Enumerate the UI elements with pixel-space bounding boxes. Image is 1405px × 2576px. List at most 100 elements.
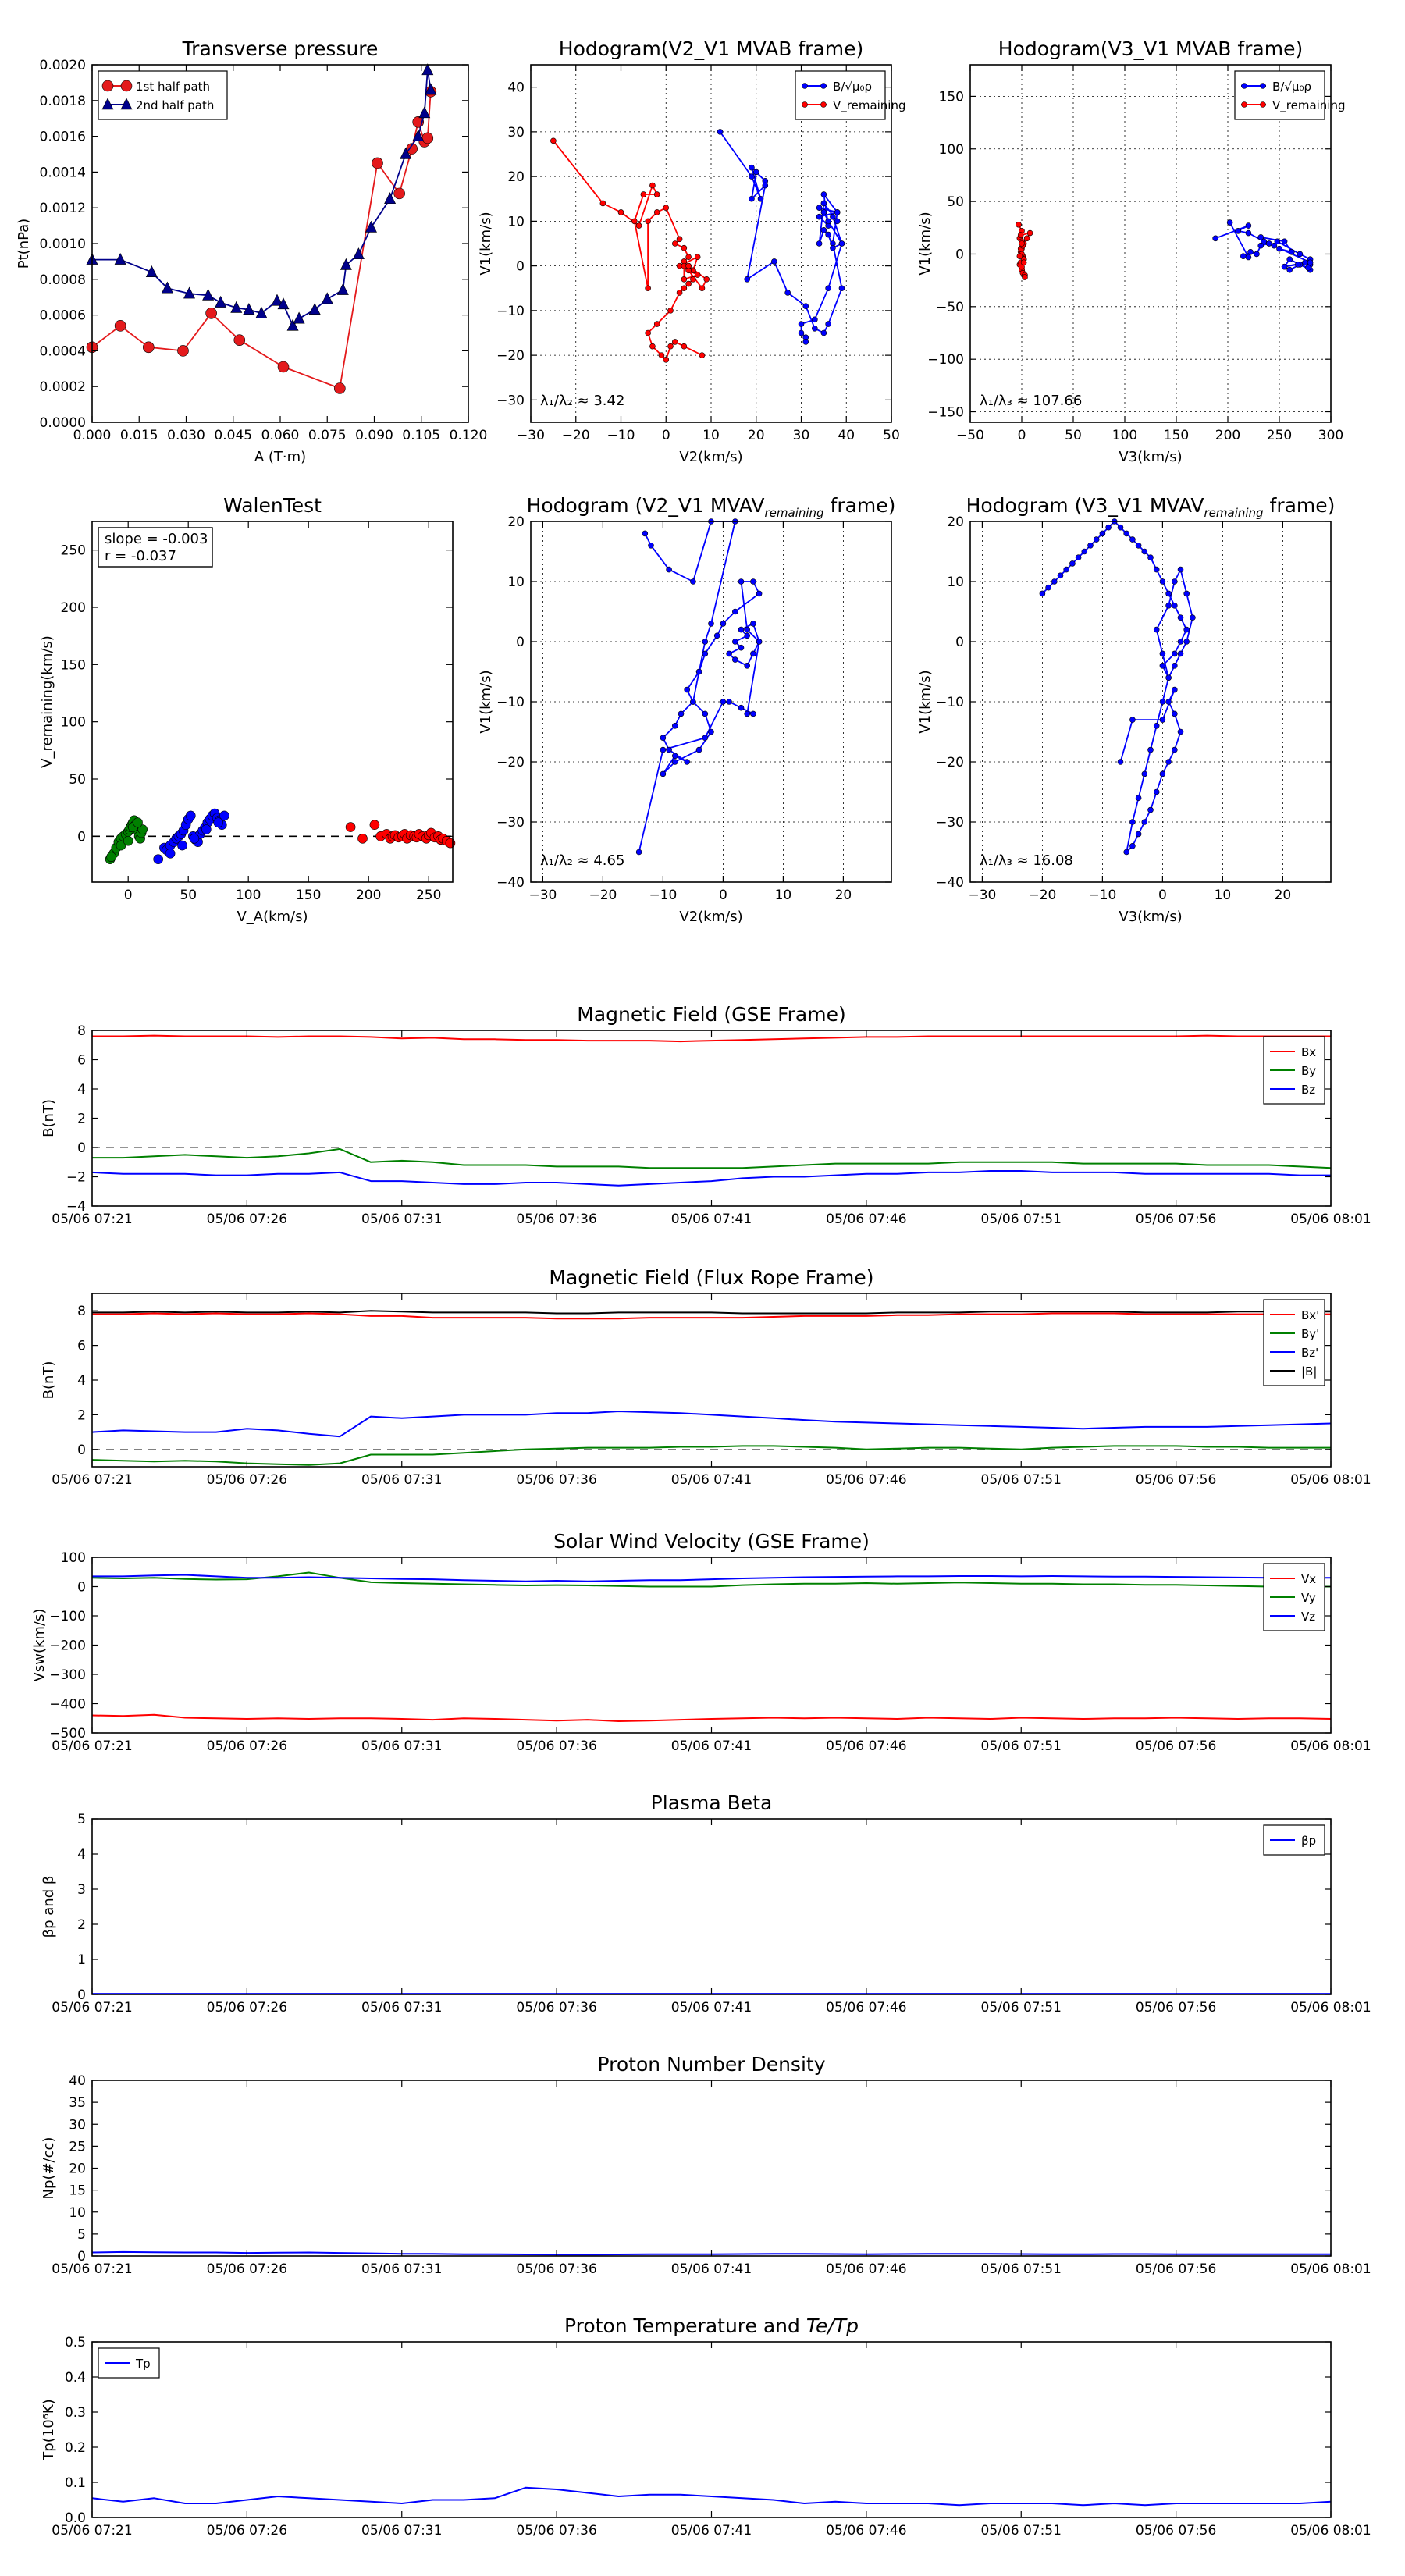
x-tick-label: 05/06 07:36 — [516, 1738, 596, 1754]
y-tick-label: 100 — [61, 715, 86, 731]
x-tick-label: 05/06 07:21 — [52, 1738, 132, 1754]
series-2 — [92, 1147, 1332, 1169]
x-tick-label: 05/06 07:31 — [361, 1212, 442, 1227]
series-line — [92, 1310, 1331, 1315]
data-point — [699, 285, 706, 292]
x-tick-label: 0 — [719, 888, 727, 903]
x-tick-label: 05/06 07:26 — [207, 2000, 287, 2016]
x-tick-label: 05/06 07:21 — [52, 2000, 132, 2016]
data-point — [1261, 238, 1267, 245]
series-2 — [1016, 221, 1033, 280]
data-point — [681, 343, 688, 350]
data-point — [153, 854, 163, 864]
data-point — [1190, 614, 1196, 621]
y-tick-label: 0 — [77, 1987, 86, 2003]
y-tick-label: 0.0020 — [40, 58, 86, 73]
y-tick-label: −4 — [66, 1199, 86, 1215]
chart-10: Plasma Beta 05/06 07:21 05/06 07:26 05/06 0… — [41, 1791, 1371, 2016]
x-tick-label: 05/06 07:36 — [516, 2261, 596, 2277]
data-point — [820, 227, 827, 233]
y-tick-label: −20 — [496, 755, 525, 770]
legend-label: By' — [1301, 1327, 1319, 1341]
y-tick-label: 40 — [507, 80, 525, 96]
data-point — [1022, 274, 1028, 280]
data-point — [334, 382, 346, 394]
x-tick-label: 05/06 07:36 — [516, 1472, 596, 1488]
data-point — [702, 710, 709, 717]
data-point — [1147, 806, 1154, 813]
y-tick-label: 0 — [77, 829, 86, 845]
data-point — [816, 240, 823, 247]
data-point — [676, 236, 683, 243]
x-tick-label: 150 — [296, 888, 321, 903]
data-point — [422, 63, 434, 76]
legend-label: Bx — [1301, 1045, 1316, 1059]
x-tick-label: 250 — [1267, 428, 1292, 443]
data-point — [183, 286, 196, 299]
data-point — [1165, 674, 1172, 681]
data-point — [702, 650, 709, 657]
data-point — [189, 833, 200, 844]
y-tick-label: 40 — [69, 2073, 86, 2089]
data-point — [731, 656, 738, 663]
legend-label: Vx — [1301, 1572, 1316, 1586]
data-point — [1177, 650, 1184, 657]
data-point — [365, 220, 377, 233]
series-1 — [717, 129, 845, 345]
data-point — [1087, 542, 1094, 549]
x-tick-label: 40 — [838, 428, 855, 443]
data-point — [550, 137, 557, 144]
y-tick-label: −30 — [496, 393, 525, 408]
data-point — [1177, 639, 1184, 645]
data-point — [1172, 746, 1178, 753]
plot-frame — [91, 1557, 1332, 1734]
chart-title: Plasma Beta — [651, 1791, 773, 1814]
x-tick-label: 0.045 — [214, 428, 252, 443]
data-point — [321, 292, 333, 304]
data-point — [1129, 843, 1136, 849]
data-point — [1286, 266, 1293, 273]
data-point — [1141, 819, 1148, 825]
x-tick-label: 0 — [124, 888, 133, 903]
x-tick-label: 05/06 07:56 — [1136, 2523, 1216, 2539]
x-tick-label: 05/06 08:01 — [1290, 2261, 1371, 2277]
data-point — [1039, 590, 1046, 597]
series-1 — [1039, 518, 1196, 856]
plot-frame — [91, 2080, 1332, 2257]
data-point — [185, 810, 196, 821]
data-point — [418, 106, 431, 119]
chart-title: Magnetic Field (Flux Rope Frame) — [549, 1266, 873, 1289]
data-point — [1063, 566, 1069, 573]
data-point — [1147, 554, 1154, 561]
legend-label: B/√μ₀ρ — [833, 80, 872, 94]
y-axis-label: V_remaining(km/s) — [39, 635, 55, 768]
x-tick-label: 05/06 07:41 — [671, 2523, 752, 2539]
y-tick-label: 150 — [939, 89, 964, 105]
legend-box — [98, 70, 228, 120]
data-point — [678, 710, 685, 717]
y-tick-label: −40 — [936, 875, 964, 891]
y-tick-label: −30 — [496, 815, 525, 831]
x-tick-label: 10 — [702, 428, 720, 443]
data-point — [215, 295, 227, 308]
y-tick-label: 0.0000 — [40, 415, 86, 431]
y-axis-label: V1(km/s) — [478, 670, 494, 733]
data-point — [205, 308, 217, 319]
data-point — [1017, 232, 1024, 239]
data-point — [685, 262, 692, 269]
data-point — [830, 213, 836, 220]
data-point — [816, 213, 823, 220]
series-2 — [153, 808, 229, 864]
x-tick-label: 05/06 07:36 — [516, 2523, 596, 2539]
y-axis-label: Pt(nPa) — [16, 219, 32, 269]
data-point — [1159, 699, 1166, 705]
data-point — [1172, 650, 1178, 657]
x-tick-label: 0 — [1158, 888, 1167, 903]
data-point — [1212, 235, 1218, 242]
data-point — [744, 632, 751, 639]
legend-marker — [120, 98, 133, 110]
data-point — [1307, 259, 1314, 266]
data-point — [726, 699, 732, 705]
data-point — [671, 240, 678, 247]
series-2 — [91, 1571, 1331, 1588]
